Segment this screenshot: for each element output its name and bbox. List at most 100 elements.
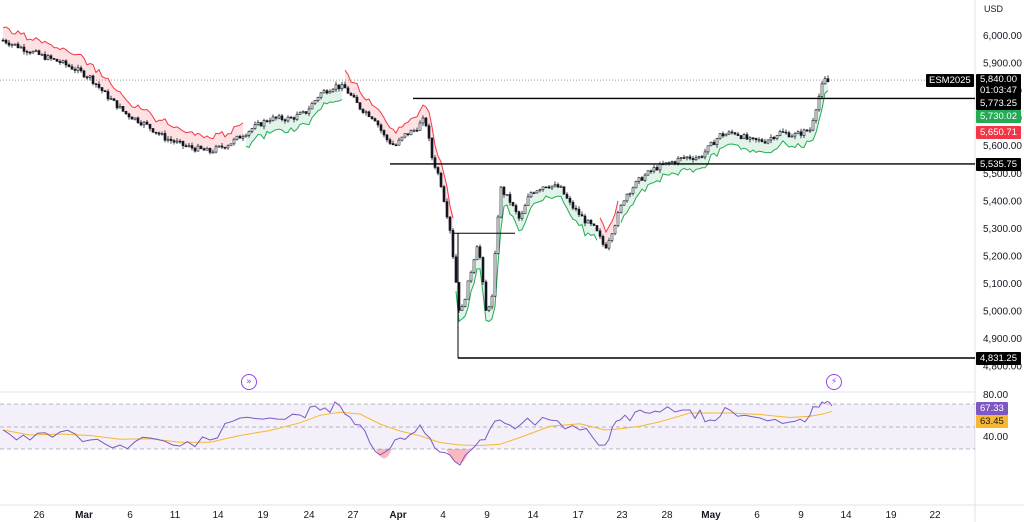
candle-body xyxy=(691,158,695,160)
candle-body xyxy=(79,67,83,72)
candle-body xyxy=(274,116,278,119)
candle-body xyxy=(625,193,629,202)
price-tick-label: 5,600.00 xyxy=(983,141,1022,152)
time-axis-label: 14 xyxy=(212,510,224,521)
candle-body xyxy=(376,120,380,126)
price-tick-label: 5,100.00 xyxy=(983,279,1022,290)
candle-body xyxy=(700,156,704,158)
candle-body xyxy=(127,113,131,118)
candle-body xyxy=(178,140,182,143)
last-price-tag: 5,840.00 01:03:47 xyxy=(976,74,1021,98)
candle-body xyxy=(478,246,482,258)
time-axis-label: 9 xyxy=(484,510,490,521)
candle-body xyxy=(703,151,707,158)
time-axis-label: 17 xyxy=(572,510,584,521)
time-axis-label: May xyxy=(701,510,721,521)
candle-body xyxy=(673,161,677,164)
candle-body xyxy=(727,131,731,135)
candle-body xyxy=(706,145,710,153)
candle-body xyxy=(412,129,416,132)
supertrend-up-fill xyxy=(621,78,828,223)
candle-body xyxy=(319,92,323,98)
candle-body xyxy=(628,192,632,195)
candle-body xyxy=(175,140,179,143)
candle-body xyxy=(70,66,74,70)
candle-body xyxy=(463,298,467,307)
candle-body xyxy=(271,116,275,122)
time-axis-label: 11 xyxy=(170,510,181,521)
candle-body xyxy=(649,170,653,173)
candle-body xyxy=(202,148,206,151)
candle-body xyxy=(118,106,122,109)
candle-body xyxy=(622,200,626,206)
candle-body xyxy=(160,133,164,135)
candle-body xyxy=(679,157,683,159)
candle-body xyxy=(811,120,815,131)
candle-body xyxy=(529,192,533,198)
price-tick-label: 5,200.00 xyxy=(983,251,1022,262)
supertrend-up-fill xyxy=(456,184,597,322)
candle-body xyxy=(544,186,548,189)
price-tick-label: 5,300.00 xyxy=(983,224,1022,235)
candle-body xyxy=(655,167,659,171)
candle-body xyxy=(172,140,176,143)
supertrend-down-tag: 5,650.71 xyxy=(976,126,1021,139)
price-tick-label: 5,400.00 xyxy=(983,196,1022,207)
candle-body xyxy=(181,140,185,147)
candle-body xyxy=(226,145,230,149)
symbol-tag: ESM2025 xyxy=(926,74,974,87)
candle-body xyxy=(604,244,608,249)
candle-body xyxy=(253,124,257,129)
candle-body xyxy=(64,60,68,66)
candle-body xyxy=(808,129,812,132)
candle-body xyxy=(619,204,623,213)
candle-body xyxy=(652,167,656,172)
candle-body xyxy=(637,177,641,182)
candle-body xyxy=(748,137,752,140)
candle-body xyxy=(139,122,143,126)
supertrend-up-line xyxy=(455,195,598,323)
candle-body xyxy=(229,143,233,147)
candle-body xyxy=(295,114,299,120)
candle-body xyxy=(370,116,374,119)
candle-body xyxy=(670,161,674,163)
candle-body xyxy=(526,196,530,206)
time-axis-label: 4 xyxy=(440,510,446,521)
candle-body xyxy=(55,58,59,62)
candle-body xyxy=(277,115,281,119)
price-tick-label: 6,000.00 xyxy=(983,31,1022,42)
candle-body xyxy=(232,138,236,145)
candle-body xyxy=(250,128,254,132)
candle-body xyxy=(778,131,782,136)
candle-body xyxy=(745,134,749,140)
candle-body xyxy=(10,44,14,46)
candle-body xyxy=(742,134,746,139)
candle-body xyxy=(13,43,17,46)
candle-body xyxy=(760,139,764,142)
candle-body xyxy=(583,215,587,224)
candle-body xyxy=(40,54,44,56)
candle-body xyxy=(400,136,404,141)
replay-icon[interactable]: » xyxy=(241,374,257,390)
candle-body xyxy=(331,88,335,92)
candle-body xyxy=(142,121,146,126)
candle-body xyxy=(391,143,395,146)
candle-body xyxy=(67,64,71,67)
candle-body xyxy=(799,131,803,136)
candle-body xyxy=(601,236,605,245)
time-axis-label: 6 xyxy=(754,510,760,521)
candle-body xyxy=(466,280,470,300)
candle-body xyxy=(445,201,449,218)
candle-body xyxy=(85,76,89,79)
candle-body xyxy=(49,55,53,59)
candle-body xyxy=(751,137,755,140)
candle-body xyxy=(676,158,680,164)
candle-body xyxy=(589,219,593,225)
candle-body xyxy=(694,157,698,160)
lightning-icon[interactable]: ⚡ xyxy=(826,374,842,390)
candle-body xyxy=(238,135,242,139)
candle-body xyxy=(91,75,95,84)
candle-body xyxy=(31,51,35,54)
candle-body xyxy=(322,90,326,94)
